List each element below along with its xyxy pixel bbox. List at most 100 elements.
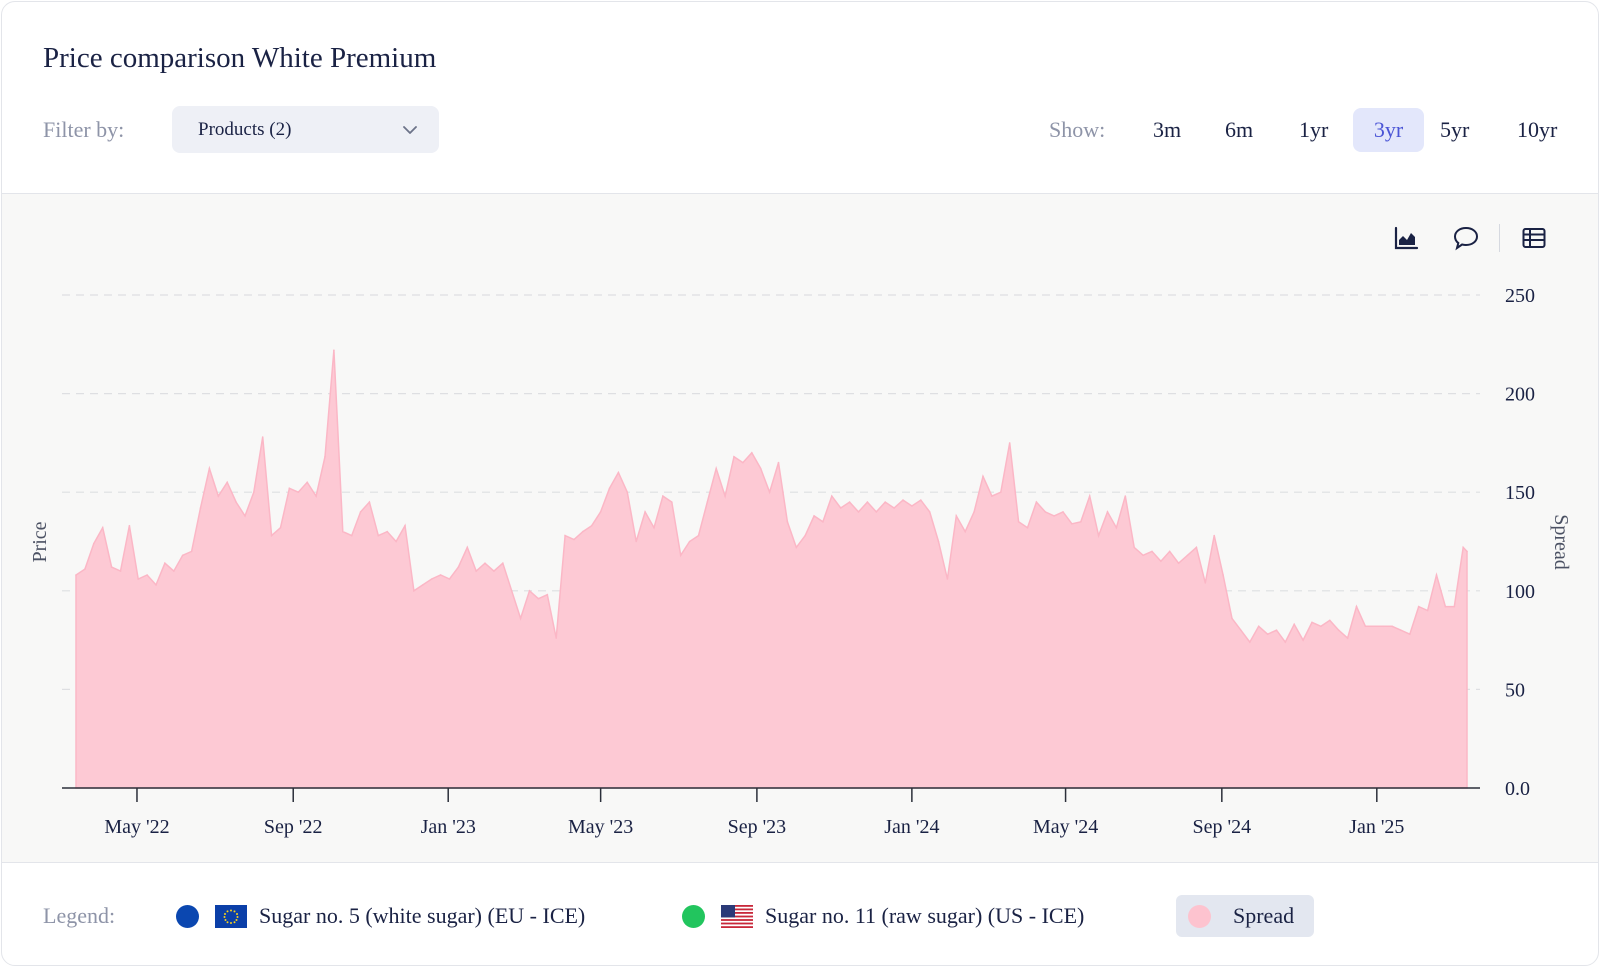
legend-dot-sugar-no5 (176, 904, 199, 928)
spread-area (75, 350, 1468, 789)
legend-text-sugar-no5: Sugar no. 5 (white sugar) (EU - ICE) (259, 903, 586, 928)
x-tick-label: Jan '23 (421, 816, 476, 838)
spread-point (75, 574, 77, 576)
spread-point (261, 436, 264, 438)
products-filter-select[interactable]: Products (2) (172, 106, 439, 153)
spread-point (644, 511, 646, 513)
page-title: Price comparison White Premium (43, 42, 437, 74)
spread-point (119, 570, 122, 572)
spread-point (546, 593, 549, 596)
spread-point (902, 499, 904, 501)
spread-point (181, 554, 184, 557)
spread-point (857, 511, 860, 513)
spread-point (822, 521, 824, 523)
spread-area-chart: May '22 Sep '22 Jan '23 May '23 Sep '23 Jan '… (29, 285, 1572, 838)
range-1yr-button[interactable]: 1yr (1299, 117, 1329, 142)
spread-point (555, 637, 557, 639)
spread-point (813, 515, 815, 517)
spread-point (199, 507, 202, 509)
spread-point (537, 597, 540, 600)
spread-point (777, 461, 780, 464)
spread-point (688, 540, 691, 543)
y-tick-label: 0.0 (1505, 778, 1530, 800)
spread-point (484, 562, 486, 564)
range-6m-button[interactable]: 6m (1225, 117, 1254, 142)
area-chart-icon[interactable] (1392, 224, 1420, 252)
legend-text-spread: Spread (1233, 903, 1295, 928)
spread-point (350, 534, 353, 537)
y-tick-label: 50 (1505, 679, 1525, 701)
spread-point (671, 501, 673, 503)
spread-point (946, 578, 949, 580)
range-3m-button[interactable]: 3m (1153, 117, 1182, 142)
spread-point (315, 495, 317, 497)
legend-item-spread[interactable]: Spread (1176, 895, 1315, 937)
spread-point (1071, 523, 1073, 525)
spread-point (1275, 629, 1278, 631)
spread-point (279, 526, 282, 529)
legend-dot-spread (1188, 904, 1211, 928)
spread-point (368, 501, 371, 503)
spread-point (937, 540, 940, 543)
spread-point (253, 491, 255, 494)
x-tick-label: Sep '24 (1193, 816, 1252, 838)
spread-point (733, 455, 735, 458)
table-icon[interactable] (1520, 224, 1548, 252)
spread-point (1008, 442, 1011, 444)
spread-point (564, 534, 566, 537)
spread-point (1320, 625, 1322, 628)
spread-point (608, 487, 611, 490)
spread-point (502, 562, 504, 564)
spread-point (955, 515, 958, 517)
range-5yr-button[interactable]: 5yr (1440, 117, 1470, 142)
spread-point (173, 570, 175, 572)
spread-point (244, 515, 246, 517)
spread-point (297, 491, 300, 494)
spread-point (84, 568, 86, 570)
spread-point (795, 546, 798, 549)
legend-item-sugar-no11[interactable]: Sugar no. 11 (raw sugar) (US - ICE) (682, 895, 1084, 937)
spread-point (93, 542, 95, 545)
spread-point (1088, 495, 1091, 497)
spread-point (1466, 550, 1468, 553)
spread-point (1257, 625, 1260, 628)
spread-point (662, 495, 664, 497)
spread-point (1453, 605, 1456, 608)
spread-point (928, 511, 931, 513)
spread-point (1400, 629, 1402, 631)
spread-point (599, 511, 602, 513)
range-10yr-button[interactable]: 10yr (1517, 117, 1558, 142)
spread-point (110, 566, 113, 568)
spread-point (1231, 617, 1233, 620)
spread-point (982, 475, 984, 478)
spread-point (1168, 550, 1171, 553)
legend-label: Legend: (43, 903, 116, 928)
spread-point (1044, 511, 1047, 513)
spread-point (1302, 639, 1304, 641)
spread-point (866, 501, 869, 503)
spread-point (519, 617, 522, 620)
legend-item-sugar-no5[interactable]: Sugar no. 5 (white sugar) (EU - ICE) (176, 895, 585, 937)
spread-point (839, 507, 842, 509)
spread-point (1026, 526, 1029, 529)
comment-icon[interactable] (1452, 224, 1480, 252)
spread-point (1346, 637, 1349, 639)
spread-point (1222, 574, 1224, 576)
spread-point (626, 491, 629, 494)
spread-point (1409, 633, 1411, 635)
toolbar-divider (1499, 224, 1500, 252)
spread-point (1462, 546, 1464, 549)
spread-point (1417, 605, 1420, 608)
spread-point (386, 530, 389, 533)
spread-point (831, 495, 833, 497)
spread-point (973, 511, 975, 513)
range-3yr-button[interactable]: 3yr (1353, 108, 1424, 152)
legend-dot-sugar-no11 (682, 904, 705, 928)
spread-point (1017, 521, 1020, 523)
spread-point (288, 487, 291, 490)
spread-point (1160, 560, 1162, 562)
x-tick-label: May '23 (568, 816, 633, 838)
spread-point (1284, 641, 1287, 643)
spread-point (991, 495, 993, 497)
y-tick-label: 250 (1505, 285, 1535, 307)
